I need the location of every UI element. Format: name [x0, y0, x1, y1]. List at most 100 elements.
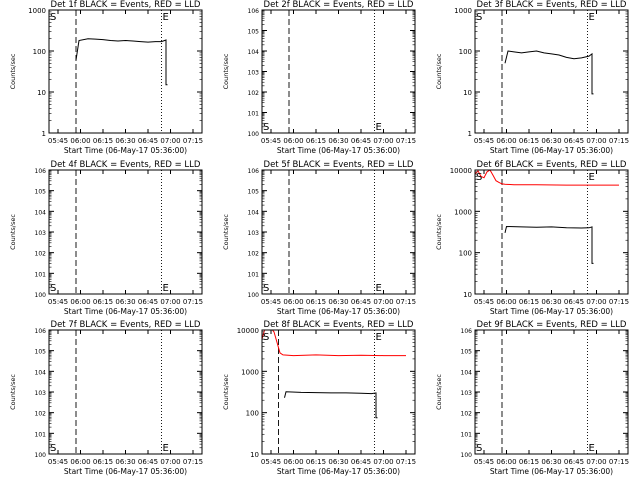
- plot-area: [288, 170, 375, 294]
- x-tick-label: 06:30: [115, 458, 135, 466]
- y-tick-label: 100: [35, 452, 47, 459]
- y-tick-label: 100: [248, 131, 260, 138]
- plot-frame: [474, 9, 629, 134]
- x-tick-label: 06:00: [496, 458, 516, 466]
- chart-title: Det 7f BLACK = Events, RED = LLD: [51, 320, 201, 330]
- x-tick-label: 06:00: [70, 298, 90, 306]
- y-tick-label: 10000: [237, 327, 259, 335]
- x-tick-label: 06:30: [328, 298, 348, 306]
- y-axis-label: Counts/sec: [435, 53, 443, 89]
- plot-frame: [261, 169, 416, 295]
- series-line-lld: [475, 170, 619, 186]
- x-tick-label: 06:00: [283, 458, 303, 466]
- y-tick-label: 100: [35, 292, 47, 299]
- x-tick-label: 06:15: [519, 458, 539, 466]
- y-axis-label: Counts/sec: [9, 214, 17, 250]
- x-tick-label: 06:15: [306, 298, 326, 306]
- x-tick-label: 06:45: [138, 137, 158, 145]
- y-tick-label: 101: [248, 111, 260, 118]
- x-tick-label: 06:45: [564, 458, 584, 466]
- x-tick-label: 06:15: [93, 458, 113, 466]
- start-marker-label: S: [263, 283, 269, 294]
- x-tick-label: 06:30: [328, 137, 348, 145]
- x-tick-label: 06:45: [564, 298, 584, 306]
- y-tick-label: 1000: [241, 368, 259, 376]
- x-tick-label: 05:45: [474, 298, 494, 306]
- start-marker-label: S: [476, 12, 482, 23]
- y-tick-label: 103: [35, 230, 47, 237]
- x-tick-label: 07:00: [586, 458, 606, 466]
- end-marker-label: E: [163, 443, 169, 454]
- plot-frame: [474, 169, 629, 295]
- y-axis-label: Counts/sec: [222, 53, 230, 89]
- y-tick-label: 105: [461, 349, 473, 356]
- start-marker-label: S: [263, 332, 269, 343]
- y-tick-label: 106: [35, 168, 47, 175]
- y-tick-label: 100: [248, 292, 260, 299]
- y-tick-label: 1000: [454, 7, 472, 15]
- series-line-events: [284, 391, 378, 419]
- y-tick-label: 100: [459, 48, 472, 56]
- plot-frame: [48, 169, 203, 295]
- y-tick-label: 101: [35, 271, 47, 278]
- x-tick-label: 06:30: [115, 298, 135, 306]
- y-tick-label: 105: [35, 349, 47, 356]
- plot-area: [75, 10, 168, 133]
- plot-area: [75, 170, 162, 294]
- y-tick-label: 101: [35, 431, 47, 438]
- end-marker-label: E: [589, 172, 595, 183]
- y-tick-label: 104: [248, 209, 260, 216]
- y-tick-label: 103: [248, 230, 260, 237]
- x-tick-label: 07:15: [183, 298, 203, 306]
- chart-title: Det 3f BLACK = Events, RED = LLD: [477, 0, 627, 10]
- plot-frame: [261, 9, 416, 134]
- y-tick-label: 104: [248, 49, 260, 56]
- y-tick-label: 1: [468, 130, 472, 138]
- plot-frame: [474, 329, 629, 455]
- x-tick-label: 06:15: [93, 298, 113, 306]
- x-tick-label: 05:45: [48, 137, 68, 145]
- plot-area: [501, 330, 588, 454]
- end-marker-label: E: [376, 122, 382, 133]
- x-tick-label: 05:45: [261, 298, 281, 306]
- start-marker-label: S: [50, 443, 56, 454]
- x-tick-label: 07:00: [373, 298, 393, 306]
- x-axis-label: Start Time (06-May-17 05:36:00): [64, 467, 187, 476]
- y-axis-label: Counts/sec: [222, 374, 230, 410]
- x-tick-label: 07:15: [609, 298, 629, 306]
- y-tick-label: 100: [33, 48, 46, 56]
- chart-title: Det 1f BLACK = Events, RED = LLD: [51, 0, 201, 10]
- x-tick-label: 05:45: [261, 458, 281, 466]
- x-tick-label: 06:15: [519, 137, 539, 145]
- x-tick-label: 07:15: [609, 458, 629, 466]
- chart-panel: Det 7f BLACK = Events, RED = LLD Start Ti…: [9, 320, 203, 476]
- x-axis-label: Start Time (06-May-17 05:36:00): [490, 146, 613, 155]
- y-tick-label: 10: [250, 451, 259, 459]
- x-axis-label: Start Time (06-May-17 05:36:00): [277, 146, 400, 155]
- chart-panel: Det 2f BLACK = Events, RED = LLD Start Ti…: [222, 0, 416, 155]
- x-tick-label: 06:15: [306, 137, 326, 145]
- y-tick-label: 104: [35, 209, 47, 216]
- x-tick-label: 07:00: [373, 137, 393, 145]
- y-tick-label: 100: [461, 452, 473, 459]
- x-axis-label: Start Time (06-May-17 05:36:00): [277, 307, 400, 316]
- x-tick-label: 07:15: [183, 458, 203, 466]
- y-tick-label: 103: [248, 70, 260, 77]
- series-line-events: [504, 50, 594, 95]
- x-tick-label: 05:45: [48, 458, 68, 466]
- x-tick-label: 06:30: [541, 298, 561, 306]
- x-tick-label: 07:00: [160, 458, 180, 466]
- end-marker-label: E: [163, 12, 169, 23]
- x-axis-label: Start Time (06-May-17 05:36:00): [490, 467, 613, 476]
- y-tick-label: 106: [35, 328, 47, 335]
- y-tick-label: 102: [35, 411, 47, 418]
- x-tick-label: 07:00: [373, 458, 393, 466]
- x-tick-label: 06:00: [496, 298, 516, 306]
- series-line-events: [504, 225, 594, 264]
- y-tick-label: 105: [248, 189, 260, 196]
- start-marker-label: S: [50, 12, 56, 23]
- plot-area: [262, 330, 406, 454]
- x-tick-label: 07:15: [183, 137, 203, 145]
- y-axis-label: Counts/sec: [9, 374, 17, 410]
